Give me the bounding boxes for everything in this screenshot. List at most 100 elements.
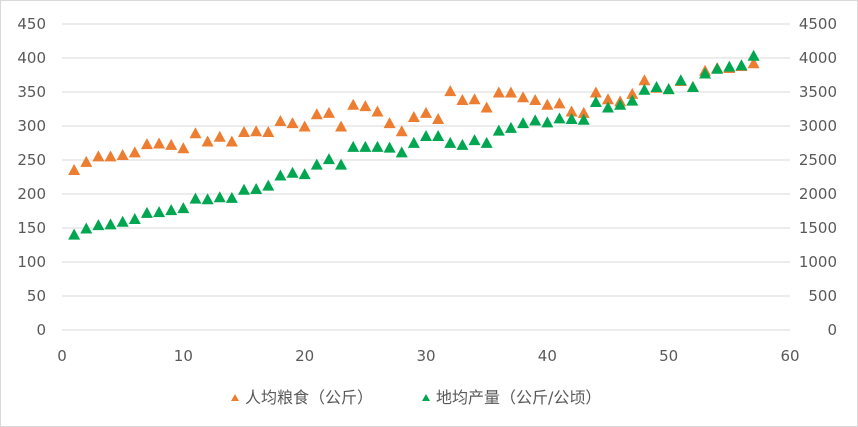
data-point-yield-per-hectare: [432, 130, 445, 142]
data-point-yield-per-hectare: [238, 183, 250, 195]
data-point-per-capita-grain: [201, 135, 214, 147]
data-point-yield-per-hectare: [153, 206, 166, 218]
data-point-yield-per-hectare: [589, 96, 602, 108]
data-point-yield-per-hectare: [80, 222, 93, 234]
data-point-yield-per-hectare: [614, 98, 627, 110]
y-right-tick-label: 2500: [799, 151, 837, 169]
data-point-yield-per-hectare: [298, 168, 311, 180]
data-point-yield-per-hectare: [395, 146, 408, 158]
data-point-yield-per-hectare: [347, 140, 360, 152]
data-point-per-capita-grain: [626, 87, 639, 99]
data-point-yield-per-hectare: [456, 138, 469, 150]
data-point-per-capita-grain: [140, 138, 153, 150]
y-left-tick-label: 100: [17, 253, 46, 271]
data-point-per-capita-grain: [747, 57, 760, 69]
data-point-per-capita-grain: [359, 100, 372, 112]
y-left-tick-label: 400: [17, 49, 46, 67]
data-point-yield-per-hectare: [529, 114, 542, 126]
data-point-yield-per-hectare: [504, 121, 517, 133]
data-point-yield-per-hectare: [602, 101, 614, 113]
x-tick-label: 50: [659, 347, 678, 365]
y-right-tick-label: 4500: [799, 15, 837, 33]
data-point-per-capita-grain: [116, 149, 129, 161]
data-point-yield-per-hectare: [735, 59, 748, 71]
data-point-per-capita-grain: [347, 98, 360, 110]
data-point-per-capita-grain: [407, 110, 420, 122]
data-point-per-capita-grain: [165, 138, 178, 150]
y-left-tick-label: 150: [17, 219, 46, 237]
data-point-per-capita-grain: [274, 115, 287, 127]
y-left-tick-label: 300: [17, 117, 46, 135]
y-right-tick-label: 0: [827, 321, 837, 339]
data-point-per-capita-grain: [517, 91, 530, 103]
data-point-yield-per-hectare: [250, 183, 263, 195]
y-right-tick-label: 1000: [799, 253, 837, 271]
data-point-per-capita-grain: [480, 101, 493, 113]
data-point-yield-per-hectare: [359, 140, 372, 152]
x-tick-label: 0: [57, 347, 67, 365]
data-point-per-capita-grain: [238, 125, 250, 137]
data-point-per-capita-grain: [456, 93, 469, 105]
data-point-yield-per-hectare: [577, 113, 590, 125]
data-point-yield-per-hectare: [468, 134, 481, 146]
data-point-yield-per-hectare: [371, 140, 384, 152]
x-tick-label: 10: [174, 347, 193, 365]
series-per-capita-grain: [68, 57, 760, 176]
data-point-per-capita-grain: [420, 106, 432, 118]
x-tick-label: 40: [538, 347, 557, 365]
data-point-yield-per-hectare: [286, 166, 299, 178]
data-point-yield-per-hectare: [553, 112, 566, 124]
data-point-yield-per-hectare: [747, 49, 760, 61]
data-point-per-capita-grain: [80, 155, 93, 167]
gridlines: [62, 23, 790, 331]
data-point-yield-per-hectare: [177, 202, 190, 214]
data-point-yield-per-hectare: [723, 60, 736, 72]
data-point-yield-per-hectare: [213, 191, 226, 203]
data-point-yield-per-hectare: [225, 191, 238, 203]
data-point-yield-per-hectare: [128, 212, 141, 224]
data-point-per-capita-grain: [262, 125, 275, 137]
data-point-yield-per-hectare: [262, 179, 275, 191]
x-tick-label: 20: [295, 347, 314, 365]
data-point-per-capita-grain: [529, 93, 542, 105]
data-point-per-capita-grain: [504, 86, 517, 98]
data-point-per-capita-grain: [444, 85, 457, 97]
y-left-tick-label: 0: [36, 321, 46, 339]
data-point-yield-per-hectare: [711, 62, 724, 74]
y-left-tick-label: 200: [17, 185, 46, 203]
data-point-per-capita-grain: [92, 150, 105, 162]
data-point-per-capita-grain: [638, 74, 651, 86]
data-point-per-capita-grain: [177, 142, 190, 154]
y-left-tick-label: 250: [17, 151, 46, 169]
data-point-per-capita-grain: [565, 105, 578, 117]
y-right-tick-label: 3000: [799, 117, 837, 135]
data-point-yield-per-hectare: [104, 218, 117, 230]
data-point-per-capita-grain: [153, 137, 166, 149]
data-point-per-capita-grain: [335, 120, 348, 132]
data-point-per-capita-grain: [577, 106, 590, 118]
data-point-per-capita-grain: [104, 150, 117, 162]
y-left-tick-label: 50: [27, 287, 46, 305]
data-point-per-capita-grain: [189, 127, 202, 139]
data-point-per-capita-grain: [310, 108, 323, 120]
x-tick-label: 30: [416, 347, 435, 365]
data-point-yield-per-hectare: [407, 136, 420, 148]
data-point-per-capita-grain: [383, 117, 396, 129]
data-point-yield-per-hectare: [480, 136, 493, 148]
data-point-yield-per-hectare: [662, 83, 675, 95]
data-point-yield-per-hectare: [335, 158, 348, 170]
data-point-yield-per-hectare: [274, 169, 287, 181]
data-point-yield-per-hectare: [565, 113, 578, 125]
data-point-yield-per-hectare: [68, 228, 81, 240]
data-point-yield-per-hectare: [541, 116, 554, 128]
series-yield-per-hectare: [68, 49, 760, 240]
data-point-yield-per-hectare: [310, 158, 323, 170]
legend-marker-per-capita-grain: [231, 394, 239, 401]
data-point-per-capita-grain: [371, 105, 384, 117]
data-point-yield-per-hectare: [189, 192, 202, 204]
data-point-per-capita-grain: [286, 117, 299, 129]
data-point-yield-per-hectare: [165, 204, 178, 216]
y-right-tick-label: 500: [808, 287, 837, 305]
data-point-per-capita-grain: [602, 93, 614, 105]
